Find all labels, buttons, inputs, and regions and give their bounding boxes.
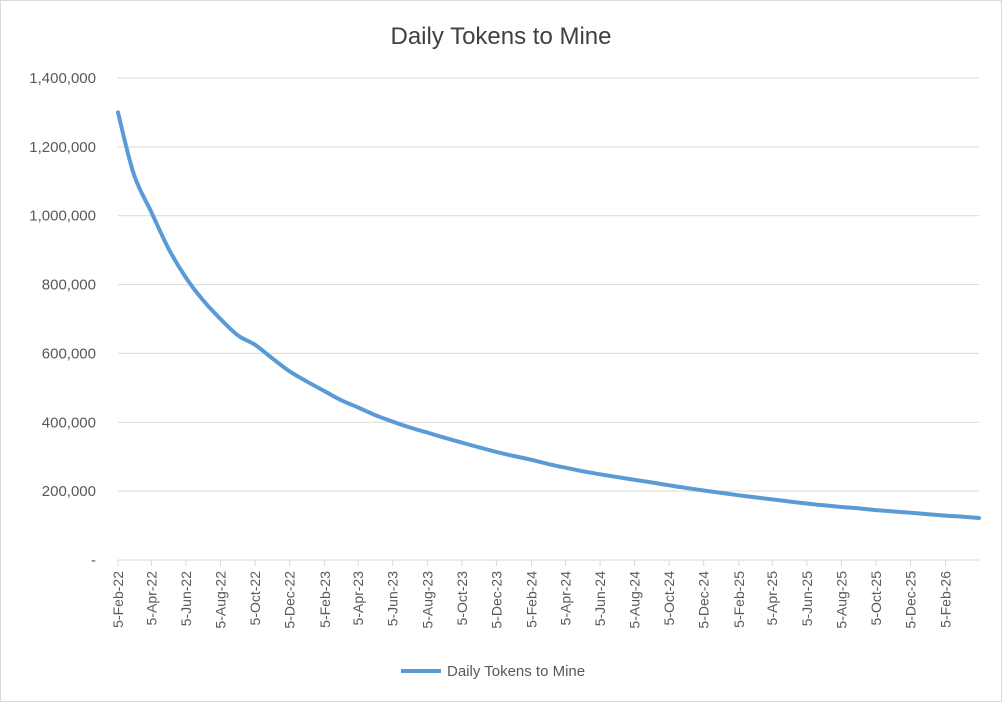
x-tick-label: 5-Apr-23 xyxy=(350,571,366,626)
x-tick-label: 5-Jun-23 xyxy=(385,571,401,626)
legend-label: Daily Tokens to Mine xyxy=(447,663,585,680)
x-tick-label: 5-Aug-25 xyxy=(833,571,849,629)
x-tick-label: 5-Feb-23 xyxy=(317,571,333,628)
series-line-daily-tokens-to-mine xyxy=(116,110,981,520)
x-tick-label: 5-Oct-24 xyxy=(661,571,677,626)
y-tick-label: 1,000,000 xyxy=(29,208,96,225)
x-axis-tick-labels: 5-Feb-22 5-Apr-22 5-Jun-22 5-Aug-22 5-Oct-22… xyxy=(110,560,954,629)
x-tick-label: 5-Feb-25 xyxy=(731,571,747,628)
x-tick-label: 5-Apr-22 xyxy=(143,571,159,626)
x-tick-label: 5-Feb-22 xyxy=(110,571,126,628)
x-tick-label: 5-Jun-25 xyxy=(799,571,815,626)
x-tick-label: 5-Apr-25 xyxy=(764,571,780,626)
x-tick-label: 5-Dec-23 xyxy=(488,571,504,629)
x-tick-label: 5-Feb-26 xyxy=(938,571,954,628)
x-tick-label: 5-Aug-23 xyxy=(419,571,435,629)
y-tick-label: 1,200,000 xyxy=(29,139,96,156)
x-tick-label: 5-Oct-22 xyxy=(247,571,263,626)
x-tick-label: 5-Feb-24 xyxy=(524,571,540,628)
x-tick-label: 5-Oct-25 xyxy=(868,571,884,626)
chart-title: Daily Tokens to Mine xyxy=(391,23,612,50)
legend: Daily Tokens to Mine xyxy=(401,663,585,680)
gridlines xyxy=(118,77,979,492)
y-tick-label: 1,400,000 xyxy=(29,70,96,87)
y-tick-label: 600,000 xyxy=(42,345,96,362)
x-tick-label: 5-Dec-22 xyxy=(282,571,298,629)
y-tick-label: 400,000 xyxy=(42,414,96,431)
y-tick-label: 800,000 xyxy=(42,277,96,294)
x-tick-label: 5-Dec-24 xyxy=(696,571,712,629)
x-tick-label: 5-Jun-22 xyxy=(178,571,194,626)
y-axis-tick-labels: - 200,000 400,000 600,000 800,000 1,000,000 1,… xyxy=(29,70,96,569)
y-tick-label: 200,000 xyxy=(42,483,96,500)
x-tick-label: 5-Jun-24 xyxy=(592,571,608,626)
y-tick-label: - xyxy=(91,552,96,569)
x-tick-label: 5-Dec-25 xyxy=(902,571,918,629)
x-tick-label: 5-Aug-24 xyxy=(627,571,643,629)
x-tick-label: 5-Oct-23 xyxy=(454,571,470,626)
x-tick-label: 5-Apr-24 xyxy=(557,571,573,626)
x-tick-label: 5-Aug-22 xyxy=(213,571,229,629)
